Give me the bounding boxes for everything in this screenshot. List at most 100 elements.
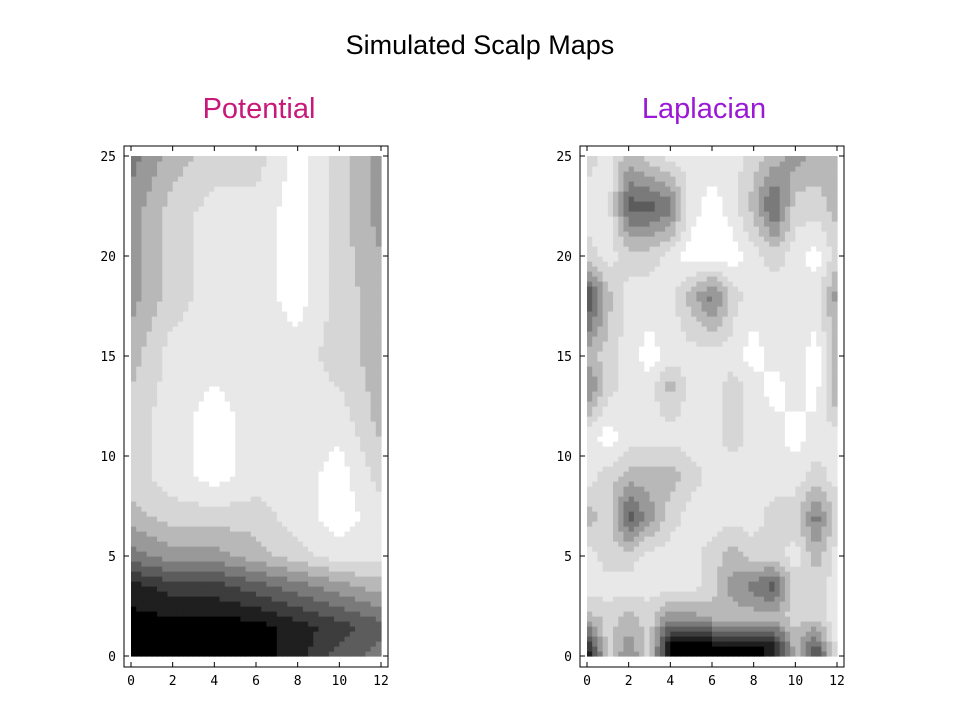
potential-cell bbox=[167, 481, 174, 487]
potential-cell bbox=[271, 316, 278, 322]
potential-cell bbox=[318, 626, 325, 632]
potential-cell bbox=[308, 241, 314, 247]
potential-cell bbox=[157, 546, 163, 552]
potential-cell bbox=[188, 416, 195, 422]
potential-cell bbox=[146, 171, 153, 177]
potential-cell bbox=[209, 366, 215, 372]
potential-cell bbox=[198, 311, 205, 317]
potential-cell bbox=[370, 531, 377, 537]
potential-cell bbox=[297, 646, 304, 652]
potential-cell bbox=[157, 176, 163, 182]
potential-cell bbox=[214, 326, 221, 332]
potential-cell bbox=[334, 226, 340, 232]
potential-ytick-label: 25 bbox=[100, 150, 116, 165]
laplacian-cell bbox=[665, 641, 671, 647]
potential-cell bbox=[177, 191, 184, 197]
potential-cell bbox=[157, 261, 163, 267]
potential-cell bbox=[235, 426, 241, 432]
laplacian-cell bbox=[665, 646, 671, 652]
potential-cell bbox=[240, 581, 247, 587]
potential-cell bbox=[209, 166, 215, 172]
potential-cell bbox=[349, 291, 356, 297]
potential-cell bbox=[282, 646, 288, 652]
potential-cell bbox=[323, 236, 330, 242]
potential-cell bbox=[318, 271, 325, 277]
potential-cell bbox=[203, 556, 210, 562]
potential-cell bbox=[167, 341, 174, 347]
potential-cell bbox=[339, 156, 346, 162]
potential-cell bbox=[261, 326, 268, 332]
potential-cell bbox=[318, 591, 325, 597]
potential-cell bbox=[136, 646, 143, 652]
potential-cell bbox=[266, 186, 273, 192]
potential-cell bbox=[183, 526, 189, 532]
potential-cell bbox=[136, 211, 143, 217]
potential-cell bbox=[224, 301, 231, 307]
potential-cell bbox=[339, 506, 346, 512]
potential-cell bbox=[256, 231, 262, 237]
potential-cell bbox=[131, 471, 137, 477]
potential-cell bbox=[282, 591, 288, 597]
potential-xtick-label: 4 bbox=[210, 674, 218, 689]
potential-cell bbox=[177, 461, 184, 467]
laplacian-cell bbox=[639, 646, 645, 652]
potential-cell bbox=[276, 176, 283, 182]
potential-cell bbox=[157, 566, 163, 572]
potential-cell bbox=[167, 416, 174, 422]
potential-cell bbox=[203, 471, 210, 477]
potential-cell bbox=[193, 356, 200, 362]
potential-cell bbox=[214, 496, 221, 502]
potential-cell bbox=[271, 596, 278, 602]
potential-cell bbox=[229, 366, 236, 372]
laplacian-cell bbox=[743, 651, 750, 657]
potential-cell bbox=[172, 246, 179, 252]
potential-cell bbox=[250, 501, 257, 507]
potential-cell bbox=[198, 431, 205, 437]
potential-cell bbox=[266, 286, 273, 292]
potential-cell bbox=[256, 416, 262, 422]
potential-cell bbox=[287, 441, 294, 447]
potential-cell bbox=[334, 486, 340, 492]
potential-cell bbox=[240, 271, 247, 277]
potential-cell bbox=[209, 466, 215, 472]
potential-cell bbox=[172, 171, 179, 177]
potential-cell bbox=[235, 356, 241, 362]
potential-cell bbox=[302, 191, 309, 197]
potential-cell bbox=[229, 256, 236, 262]
potential-cell bbox=[375, 466, 382, 472]
potential-cell bbox=[162, 381, 169, 387]
potential-cell bbox=[203, 246, 210, 252]
potential-cell bbox=[136, 266, 143, 272]
potential-cell bbox=[141, 356, 148, 362]
potential-cell bbox=[131, 456, 137, 462]
potential-cell bbox=[193, 451, 200, 457]
potential-cell bbox=[229, 636, 236, 642]
potential-cell bbox=[360, 281, 366, 287]
potential-cell bbox=[209, 496, 215, 502]
potential-cell bbox=[271, 236, 278, 242]
potential-cell bbox=[360, 586, 366, 592]
potential-cell bbox=[162, 231, 169, 237]
potential-cell bbox=[271, 531, 278, 537]
potential-cell bbox=[141, 406, 148, 412]
potential-cell bbox=[214, 336, 221, 342]
potential-cell bbox=[177, 241, 184, 247]
potential-cell bbox=[224, 551, 231, 557]
potential-cell bbox=[339, 641, 346, 647]
potential-cell bbox=[214, 386, 221, 392]
potential-cell bbox=[334, 596, 340, 602]
potential-cell bbox=[365, 321, 372, 327]
potential-cell bbox=[219, 306, 226, 312]
potential-cell bbox=[287, 471, 294, 477]
potential-cell bbox=[136, 191, 143, 197]
potential-cell bbox=[256, 411, 262, 417]
potential-cell bbox=[360, 651, 366, 657]
potential-cell bbox=[323, 266, 330, 272]
potential-cell bbox=[287, 591, 294, 597]
potential-cell bbox=[141, 311, 148, 317]
potential-cell bbox=[292, 371, 299, 377]
potential-cell bbox=[318, 436, 325, 442]
potential-cell bbox=[172, 521, 179, 527]
potential-cell bbox=[256, 501, 262, 507]
potential-cell bbox=[375, 436, 382, 442]
